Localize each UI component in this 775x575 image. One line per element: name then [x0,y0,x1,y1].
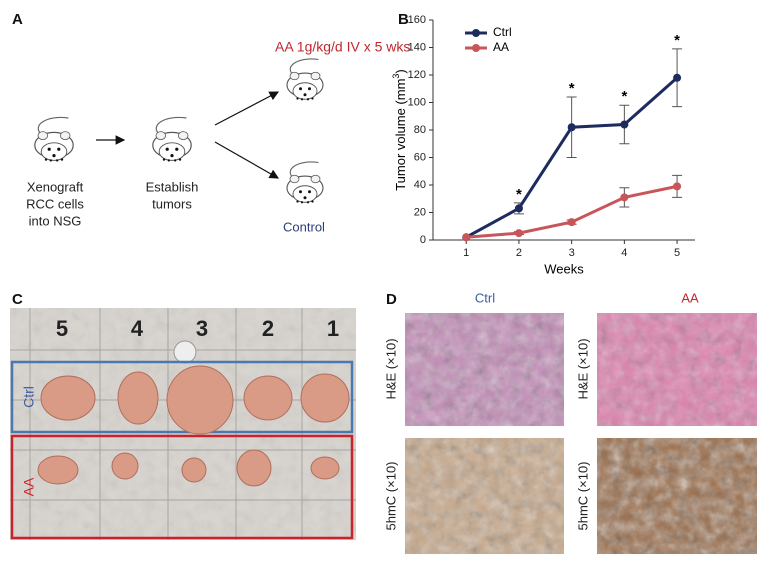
point [673,73,682,82]
y-axis-title-text: Tumor volume (mm [393,79,408,191]
panel-label: A [12,11,23,28]
point [567,123,576,132]
x-tick-label: 1 [463,247,469,259]
treatment-label: AA 1g/kg/d IV x 5 wks [275,39,410,55]
y-tick-label: 100 [408,96,426,108]
image-texture [405,313,564,426]
x-tick-label: 5 [674,247,680,259]
row-label: H&E (×10) [383,338,398,399]
legend-label: Ctrl [493,25,512,39]
image-texture [597,313,757,426]
ctrl-box [10,360,354,434]
y-tick-label: 0 [420,234,426,246]
column-label: AA [681,290,699,305]
step-label: Establish [146,179,199,194]
ruler-number: 1 [327,316,339,341]
mouse-icon [34,116,74,163]
panel-label: D [386,291,397,308]
y-tick-label: 60 [414,151,426,163]
y-tick-label: 20 [414,206,426,218]
step-label: RCC cells [26,196,84,211]
aa-box [10,434,354,540]
y-tick-label: 80 [414,124,426,136]
ruler-number: 3 [196,316,208,341]
ruler-number: 2 [262,316,274,341]
y-tick-label: 140 [408,41,426,53]
line-chart: 0 20 40 60 80 100 120 140 160 1 2 3 4 5 Weeks Tumor vol… [391,14,695,276]
ruler-hole [173,340,197,364]
point [620,193,629,202]
x-axis-title: Weeks [544,261,584,276]
point [514,229,523,238]
significance-star: * [674,32,680,49]
point [567,218,576,227]
arrow [214,141,280,179]
row-label: Ctrl [21,386,37,408]
y-axis-title-sup: 3 [391,74,401,79]
y-tick-label: 120 [408,69,426,81]
row-label: AA [21,477,37,496]
significance-star: * [569,80,575,97]
point [673,182,682,191]
tumors [37,365,350,487]
significance-star: * [621,88,627,105]
y-axis-title-close: ) [393,69,408,73]
histology-images [405,313,757,554]
ruler-grid [10,308,356,540]
point [462,233,471,242]
legend-marker [472,44,480,52]
step-label: tumors [152,196,192,211]
mouse-icon [286,161,324,204]
series-line [466,184,678,239]
ruler-number: 4 [131,316,144,341]
row-label: 5hmC (×10) [575,462,590,531]
image-texture [405,438,564,554]
y-axis-title: Tumor volume (mm3) [391,69,408,191]
column-label: Ctrl [475,290,495,305]
significance-star: * [516,186,522,203]
mouse-icon [152,116,192,163]
panel-label: B [398,11,409,28]
control-label: Control [283,219,325,234]
mouse-icon [286,58,324,101]
step-label: into NSG [29,213,82,228]
y-tick-label: 40 [414,179,426,191]
row-label: 5hmC (×10) [383,462,398,531]
x-tick-label: 4 [621,247,627,259]
x-tick-label: 2 [516,247,522,259]
ruler-number: 5 [56,316,68,341]
x-tick-label: 3 [569,247,575,259]
y-tick-label: 160 [408,14,426,26]
tumor-photo: 5 4 3 2 1 Ctrl AA [10,308,356,540]
image-texture [597,438,757,554]
point [514,204,523,213]
legend-label: AA [493,40,509,54]
legend-marker [472,29,480,37]
step-label: Xenograft [27,179,84,194]
arrow [214,91,280,126]
panel-label: C [12,291,23,308]
point [620,120,629,129]
row-label: H&E (×10) [575,338,590,399]
